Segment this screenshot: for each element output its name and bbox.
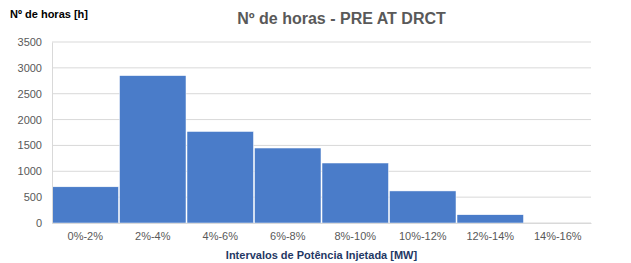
x-axis-line <box>53 223 592 224</box>
bar <box>457 215 523 223</box>
x-tick-label: 2%-4% <box>135 230 171 242</box>
y-tick: 500 <box>24 191 52 203</box>
grid <box>52 42 591 223</box>
x-tick: 14%-16% <box>534 230 582 242</box>
y-tick-label: 3000 <box>18 62 42 74</box>
x-tick-label: 4%-6% <box>203 230 239 242</box>
x-tick-label: 14%-16% <box>534 230 582 242</box>
y-tick-label: 3500 <box>18 36 42 48</box>
y-tick: 1500 <box>18 139 52 151</box>
title: Nº de horas - PRE AT DRCT <box>237 10 446 27</box>
y-tick-label: 0 <box>36 217 42 229</box>
grid-line <box>52 67 591 68</box>
x-axis-title: Intervalos de Potência Injetada [MW] <box>226 249 418 261</box>
x-tick-label: 10%-12% <box>399 230 447 242</box>
y-tick-label: 2000 <box>18 114 42 126</box>
y-tick: 1000 <box>18 165 52 177</box>
x-tick-label: 0%-2% <box>68 230 104 242</box>
y-tick: 3500 <box>18 36 52 48</box>
y-tick-label: 2500 <box>18 88 42 100</box>
bar <box>120 76 186 223</box>
y-tick-label: 1500 <box>18 139 42 151</box>
bars <box>52 76 523 223</box>
y-tick: 2000 <box>18 114 52 126</box>
x-tick: 10%-12% <box>399 230 447 242</box>
x-tick: 2%-4% <box>135 230 171 242</box>
y-tick: 0 <box>36 217 52 229</box>
bar <box>187 131 253 223</box>
y-axis-line <box>52 43 53 224</box>
x-tick-label: 12%-14% <box>466 230 514 242</box>
x-axis: 0%-2% 2%-4% 4%-6% 6%-8% 8%-10% 10%-12% 12%-14%… <box>53 224 592 242</box>
chart: 0 500 1000 1500 2000 2500 3000 3500 0%-2% 2%-4% 4%… <box>0 0 631 263</box>
y-axis: 0 500 1000 1500 2000 2500 3000 3500 <box>18 36 53 229</box>
x-tick-label: 6%-8% <box>270 230 306 242</box>
x-tick: 0%-2% <box>68 230 104 242</box>
bar <box>322 163 388 223</box>
bar <box>525 223 591 224</box>
x-tick: 6%-8% <box>270 230 306 242</box>
x-tick-label: 8%-10% <box>334 230 376 242</box>
bar <box>390 191 456 223</box>
bar <box>255 148 321 223</box>
bar <box>52 187 118 223</box>
y-tick-label: 500 <box>24 191 42 203</box>
x-tick: 4%-6% <box>203 230 239 242</box>
x-tick: 8%-10% <box>334 230 376 242</box>
y-tick-label: 1000 <box>18 165 42 177</box>
grid-line <box>52 42 591 43</box>
plot: 0 500 1000 1500 2000 2500 3000 3500 0%-2% 2%-4% 4%… <box>18 36 592 242</box>
y-tick: 3000 <box>18 62 52 74</box>
y-tick: 2500 <box>18 88 52 100</box>
y-axis-title: Nº de horas [h] <box>10 8 88 20</box>
x-tick: 12%-14% <box>466 230 514 242</box>
